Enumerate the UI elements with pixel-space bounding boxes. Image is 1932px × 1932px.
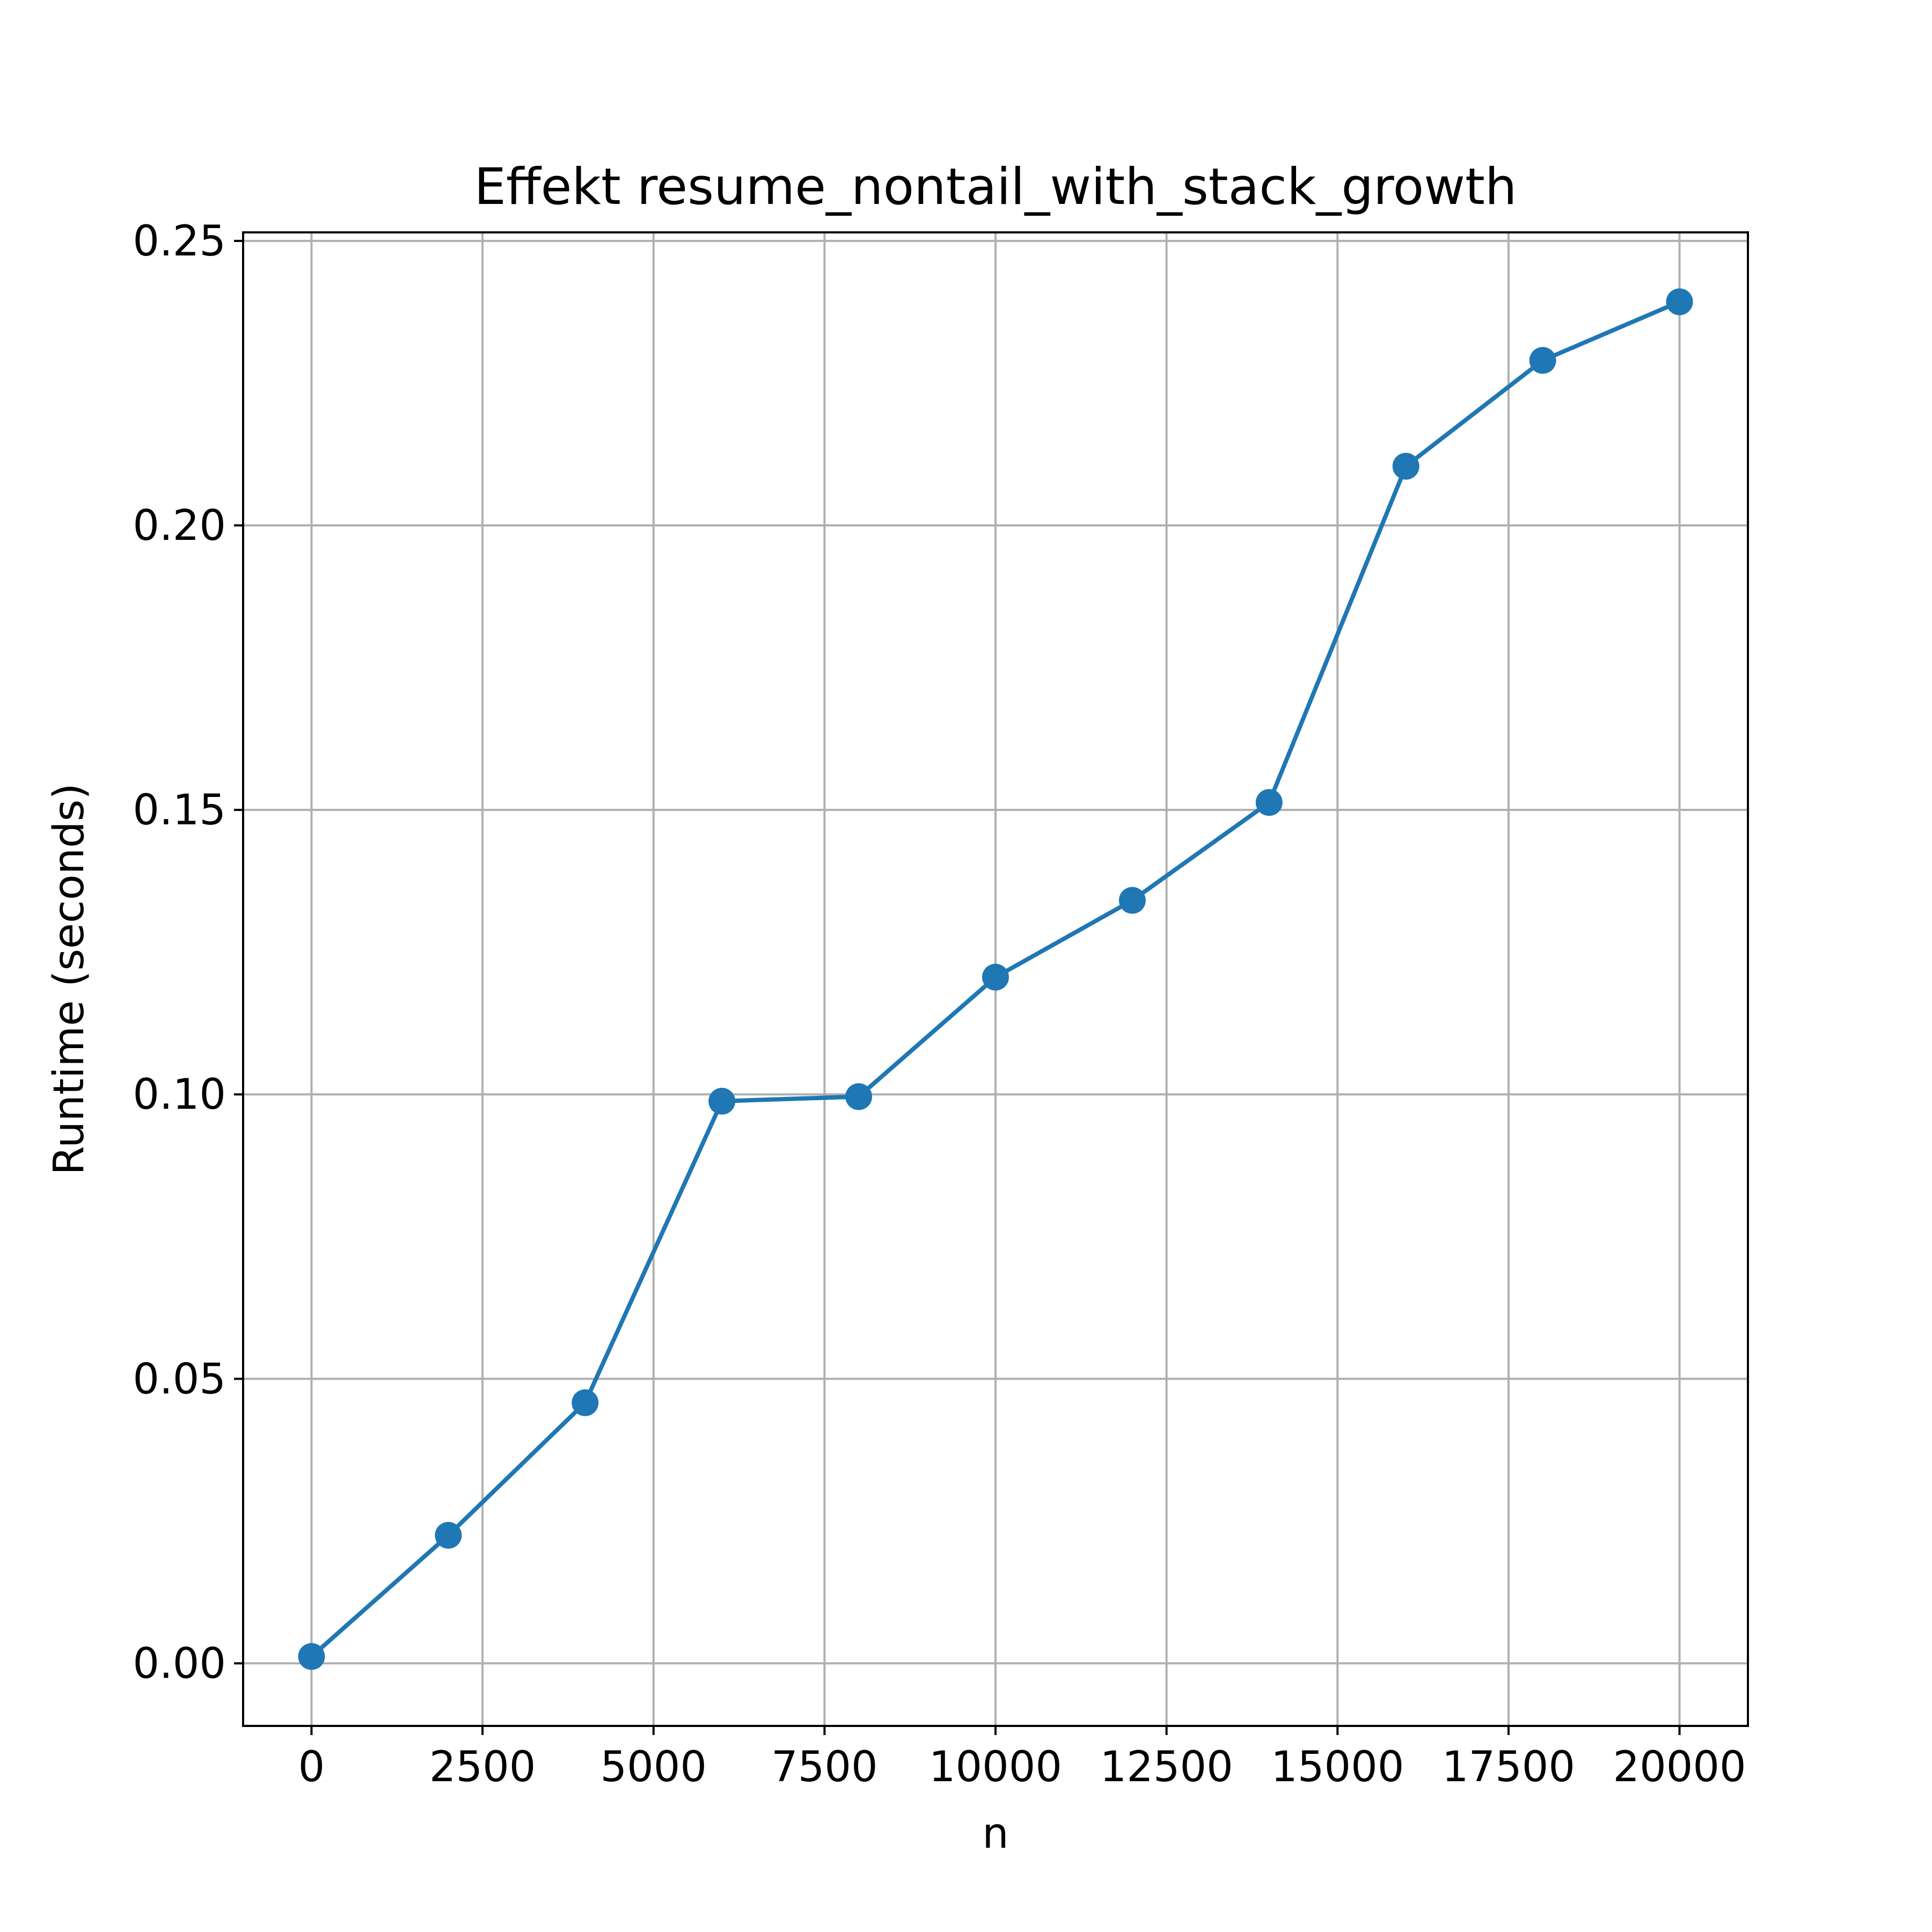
x-axis-label: n xyxy=(982,1810,1008,1858)
data-point xyxy=(708,1087,736,1115)
data-point xyxy=(1392,452,1419,480)
y-tick-label: 0.25 xyxy=(133,217,226,266)
data-point xyxy=(298,1643,325,1670)
y-tick-label: 0.15 xyxy=(133,786,226,835)
x-tick-label: 2500 xyxy=(429,1743,536,1791)
y-tick-label: 0.05 xyxy=(133,1355,226,1403)
data-point xyxy=(572,1389,599,1416)
x-tick-label: 7500 xyxy=(771,1743,878,1791)
data-point xyxy=(435,1521,462,1549)
y-tick-label: 0.00 xyxy=(133,1640,226,1688)
x-tick-label: 0 xyxy=(298,1743,325,1791)
data-point xyxy=(1666,288,1693,316)
x-tick-label: 5000 xyxy=(600,1743,707,1791)
data-point xyxy=(1255,789,1283,816)
data-point xyxy=(1118,887,1146,914)
y-tick-label: 0.20 xyxy=(133,502,226,550)
data-point xyxy=(982,963,1009,991)
chart-title: Effekt resume_nontail_with_stack_growth xyxy=(474,158,1517,216)
y-tick-label: 0.10 xyxy=(133,1071,226,1119)
ticks: 0 2500 5000 7500 10000 12500 15000 17500 20000 0.… xyxy=(133,217,1746,1791)
y-axis-label: Runtime (seconds) xyxy=(45,783,93,1175)
x-tick-label: 10000 xyxy=(929,1743,1062,1791)
series-layer xyxy=(298,288,1693,1670)
x-tick-label: 20000 xyxy=(1613,1743,1746,1791)
data-point xyxy=(845,1083,873,1110)
data-point xyxy=(1529,347,1556,374)
x-tick-label: 12500 xyxy=(1100,1743,1233,1791)
x-tick-label: 17500 xyxy=(1442,1743,1575,1791)
x-tick-label: 15000 xyxy=(1271,1743,1404,1791)
